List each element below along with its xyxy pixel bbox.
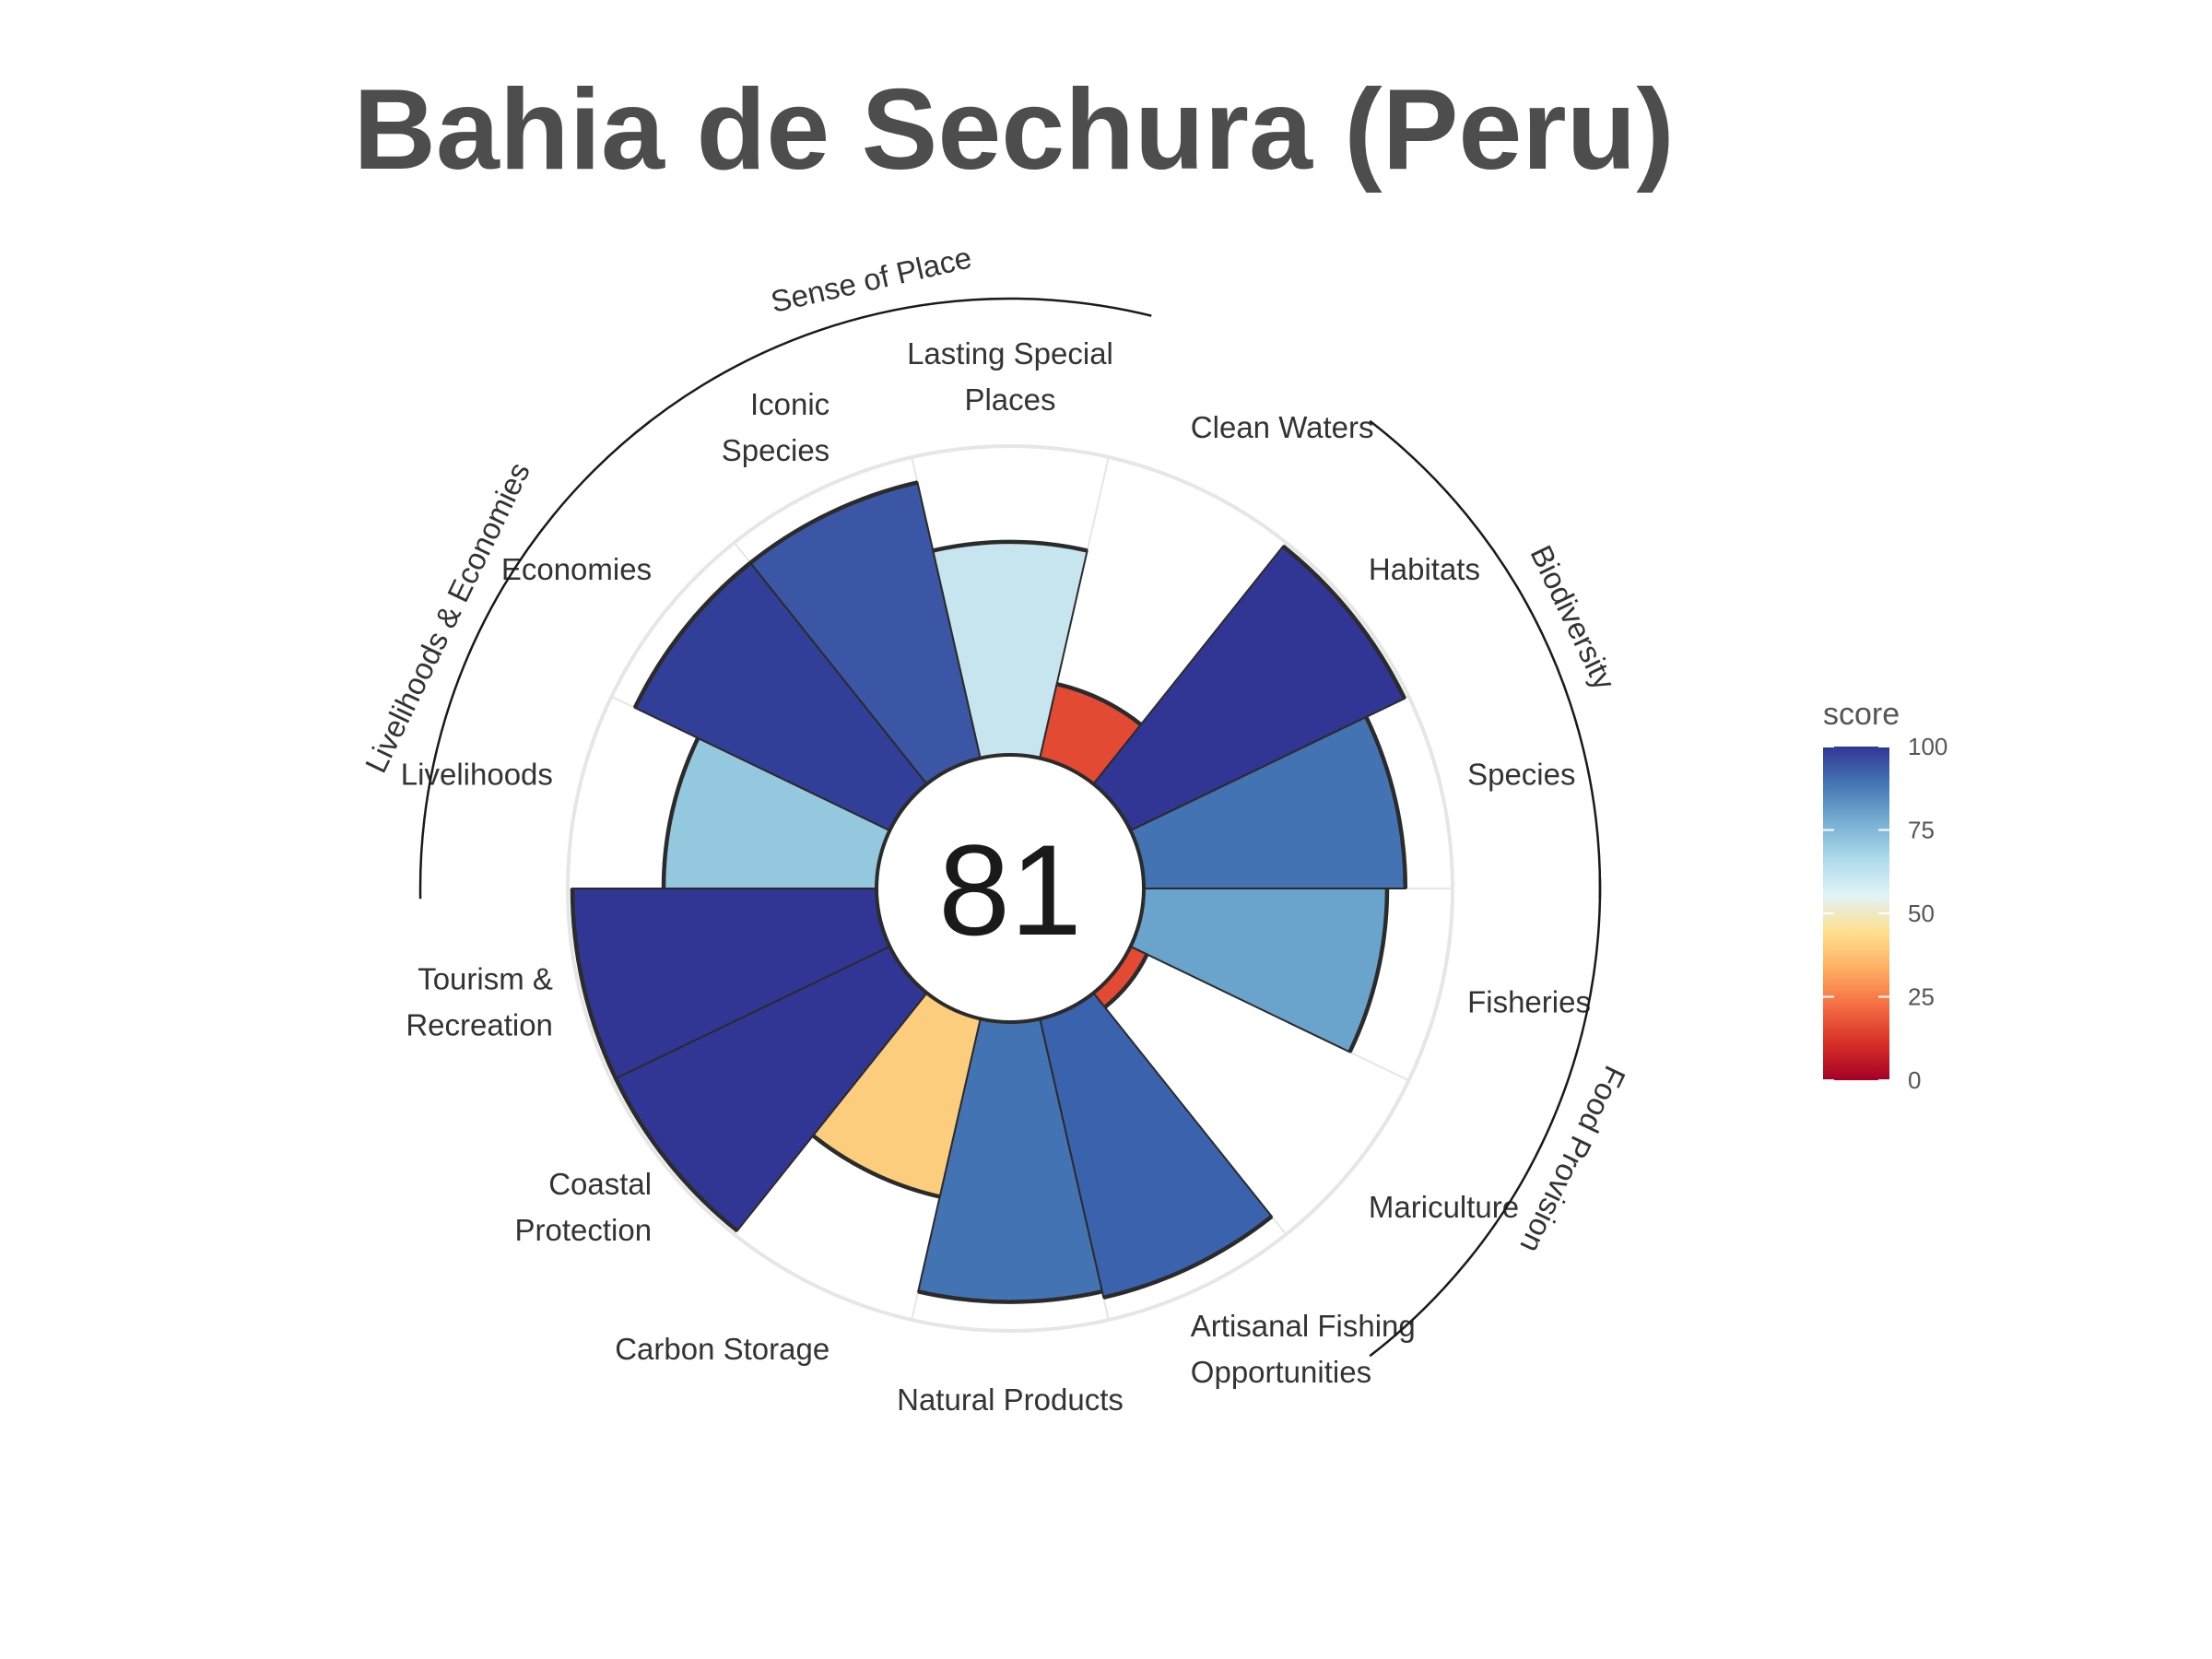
petal-outline-species [1364, 715, 1408, 889]
center-score-value: 81 [938, 818, 1082, 962]
group-arc-sense-of-place [633, 297, 1152, 435]
petal-label-iconic-species: Iconic [750, 387, 830, 421]
score-legend: score 100 75 50 25 0 [1823, 697, 1947, 1094]
legend-tick-label: 75 [1908, 817, 1935, 844]
petal-label-fisheries: Fisheries [1467, 984, 1591, 1018]
petal-outline-fisheries [1347, 888, 1390, 1053]
center-circle [875, 753, 1146, 1024]
legend-ticks: 100 75 50 25 0 [1823, 733, 1947, 1094]
petal-outline-coastal-protection [614, 1077, 739, 1233]
petal-outline-artisanal-fishing-opportunities [1102, 1215, 1274, 1300]
petal-label-artisanal-fishing-opportunities: Opportunities [1191, 1355, 1371, 1389]
petal-outline-carbon-storage [811, 1134, 941, 1199]
group-label-food-provision: Food Provision [1513, 1061, 1632, 1258]
petal-outline-tourism-and-recreation [570, 888, 618, 1080]
petal-label-lasting-special-places: Lasting Special [907, 336, 1113, 371]
group-label-biodiversity: Biodiversity [1524, 540, 1622, 696]
petal-label-artisanal-fishing-opportunities: Artisanal Fishing [1191, 1309, 1416, 1343]
petal-label-natural-products: Natural Products [897, 1382, 1124, 1417]
petal-label-species: Species [1467, 758, 1575, 792]
legend-tick-label: 25 [1908, 983, 1935, 1011]
group-arc-livelihoods-and-economies [418, 419, 652, 900]
petal-label-clean-waters: Clean Waters [1191, 410, 1374, 444]
petal-outline-economies [632, 560, 752, 709]
petal-label-tourism-and-recreation: Tourism & [418, 961, 553, 995]
petal-label-livelihoods: Livelihoods [401, 758, 553, 792]
petal-outline-mariculture [1103, 953, 1149, 1009]
group-arc-biodiversity [1369, 419, 1602, 900]
petal-outline-livelihoods [661, 736, 700, 889]
petal-outline-iconic-species [748, 480, 918, 565]
group-label-sense-of-place: Sense of Place [768, 240, 975, 318]
petal-outline-clean-waters [1056, 682, 1143, 726]
petal-label-mariculture: Mariculture [1369, 1190, 1519, 1224]
petal-fisheries [1129, 888, 1389, 1053]
petal-label-economies: Economies [501, 552, 652, 586]
petal-bars [570, 480, 1408, 1304]
petal-label-carbon-storage: Carbon Storage [615, 1332, 830, 1366]
petal-label-iconic-species: Species [722, 433, 830, 467]
petal-outline-natural-products [917, 1289, 1103, 1304]
legend-title: score [1823, 697, 1900, 732]
chart-title: Bahia de Sechura (Peru) [353, 66, 1675, 194]
group-label-livelihoods-and-economies: Livelihoods & Economies [359, 457, 536, 778]
petal-label-tourism-and-recreation: Recreation [406, 1007, 553, 1041]
petal-label-coastal-protection: Coastal [548, 1167, 652, 1201]
petal-label-coastal-protection: Protection [514, 1213, 652, 1247]
petal-label-lasting-special-places: Places [964, 382, 1055, 417]
petal-label-habitats: Habitats [1369, 552, 1480, 586]
legend-tick-label: 100 [1908, 733, 1947, 760]
petal-outline-lasting-special-places [932, 539, 1088, 553]
legend-tick-label: 50 [1908, 900, 1935, 927]
petal-outline-habitats [1281, 544, 1406, 700]
center-score: 81 [875, 753, 1146, 1024]
legend-tick-label: 0 [1908, 1066, 1921, 1094]
petal-labels: Fisheries Mariculture Artisanal Fishing Opp… [401, 336, 1591, 1417]
group-arc-food-provision [1369, 877, 1602, 1358]
